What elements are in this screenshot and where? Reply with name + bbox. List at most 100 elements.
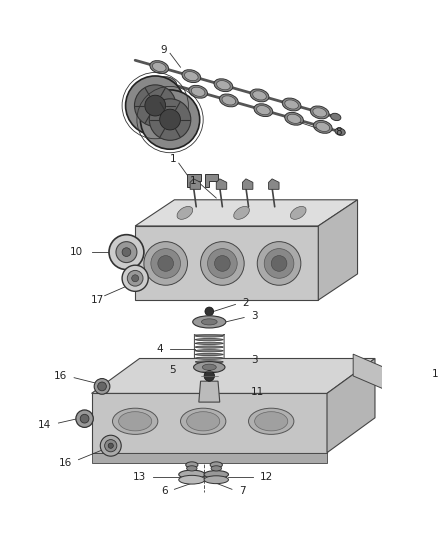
Ellipse shape	[287, 114, 301, 124]
Circle shape	[149, 99, 191, 140]
Text: 1: 1	[170, 154, 176, 164]
Circle shape	[151, 248, 180, 278]
Ellipse shape	[152, 62, 166, 71]
Ellipse shape	[201, 319, 217, 325]
Ellipse shape	[210, 462, 223, 468]
Ellipse shape	[250, 89, 269, 102]
Ellipse shape	[195, 357, 223, 359]
Ellipse shape	[234, 206, 249, 220]
Polygon shape	[187, 174, 201, 187]
Ellipse shape	[194, 361, 225, 373]
Ellipse shape	[195, 342, 223, 344]
Ellipse shape	[182, 70, 201, 83]
Ellipse shape	[314, 120, 332, 133]
Text: 1: 1	[190, 175, 196, 185]
Circle shape	[127, 270, 143, 286]
Circle shape	[122, 265, 148, 292]
Circle shape	[205, 307, 214, 316]
Ellipse shape	[195, 353, 223, 356]
Ellipse shape	[187, 411, 220, 431]
Ellipse shape	[290, 206, 306, 220]
Circle shape	[158, 256, 173, 271]
Text: 8: 8	[336, 127, 343, 137]
Circle shape	[76, 410, 93, 427]
Text: 7: 7	[239, 486, 246, 496]
Ellipse shape	[214, 79, 233, 92]
Text: 11: 11	[251, 386, 265, 397]
Polygon shape	[216, 179, 227, 189]
Circle shape	[257, 241, 301, 285]
Text: 2: 2	[242, 298, 249, 308]
Ellipse shape	[335, 128, 345, 135]
Text: 10: 10	[70, 247, 83, 257]
Ellipse shape	[150, 61, 169, 74]
Circle shape	[108, 443, 113, 448]
Ellipse shape	[282, 98, 301, 111]
Text: 12: 12	[260, 472, 273, 482]
Ellipse shape	[195, 350, 223, 352]
Circle shape	[204, 371, 215, 381]
Text: 9: 9	[161, 45, 167, 55]
Text: 13: 13	[132, 472, 145, 482]
Circle shape	[208, 248, 237, 278]
Circle shape	[201, 241, 244, 285]
Circle shape	[126, 76, 185, 135]
Ellipse shape	[195, 361, 223, 363]
Polygon shape	[135, 200, 357, 226]
Ellipse shape	[313, 108, 326, 117]
Polygon shape	[135, 226, 318, 300]
Ellipse shape	[254, 104, 273, 117]
Circle shape	[132, 275, 139, 282]
Ellipse shape	[193, 316, 226, 328]
Ellipse shape	[257, 106, 270, 115]
Polygon shape	[92, 393, 327, 453]
Circle shape	[141, 90, 200, 149]
Text: 6: 6	[161, 486, 167, 496]
Polygon shape	[190, 179, 201, 189]
Ellipse shape	[179, 470, 205, 479]
Circle shape	[215, 256, 230, 271]
Text: 16: 16	[54, 371, 67, 381]
Text: 17: 17	[91, 295, 104, 305]
Circle shape	[105, 440, 117, 452]
Circle shape	[100, 435, 121, 456]
Polygon shape	[92, 453, 327, 463]
Polygon shape	[92, 359, 375, 393]
Ellipse shape	[248, 408, 294, 434]
Polygon shape	[268, 179, 279, 189]
Ellipse shape	[195, 338, 223, 341]
Circle shape	[271, 256, 287, 271]
Circle shape	[109, 235, 144, 270]
Circle shape	[94, 378, 110, 394]
Circle shape	[80, 414, 89, 423]
Ellipse shape	[254, 411, 288, 431]
Circle shape	[264, 248, 294, 278]
Ellipse shape	[204, 476, 229, 483]
Circle shape	[160, 109, 180, 130]
Text: 4: 4	[156, 344, 163, 354]
Text: 3: 3	[251, 356, 258, 365]
Polygon shape	[242, 179, 253, 189]
Circle shape	[122, 248, 131, 256]
Polygon shape	[205, 174, 218, 187]
Ellipse shape	[202, 364, 216, 370]
Circle shape	[134, 85, 176, 126]
Text: 3: 3	[251, 311, 258, 321]
Ellipse shape	[191, 87, 205, 96]
Ellipse shape	[211, 466, 222, 471]
Circle shape	[116, 241, 137, 263]
Ellipse shape	[219, 94, 238, 107]
Ellipse shape	[222, 96, 236, 105]
Ellipse shape	[331, 114, 341, 120]
Text: 5: 5	[170, 365, 176, 375]
Ellipse shape	[195, 335, 223, 337]
Ellipse shape	[119, 411, 152, 431]
Ellipse shape	[316, 122, 330, 132]
Polygon shape	[353, 354, 414, 402]
Ellipse shape	[204, 471, 229, 479]
Polygon shape	[327, 359, 375, 453]
Ellipse shape	[186, 462, 198, 468]
Ellipse shape	[180, 408, 226, 434]
Ellipse shape	[158, 77, 177, 90]
Text: 14: 14	[38, 420, 51, 430]
